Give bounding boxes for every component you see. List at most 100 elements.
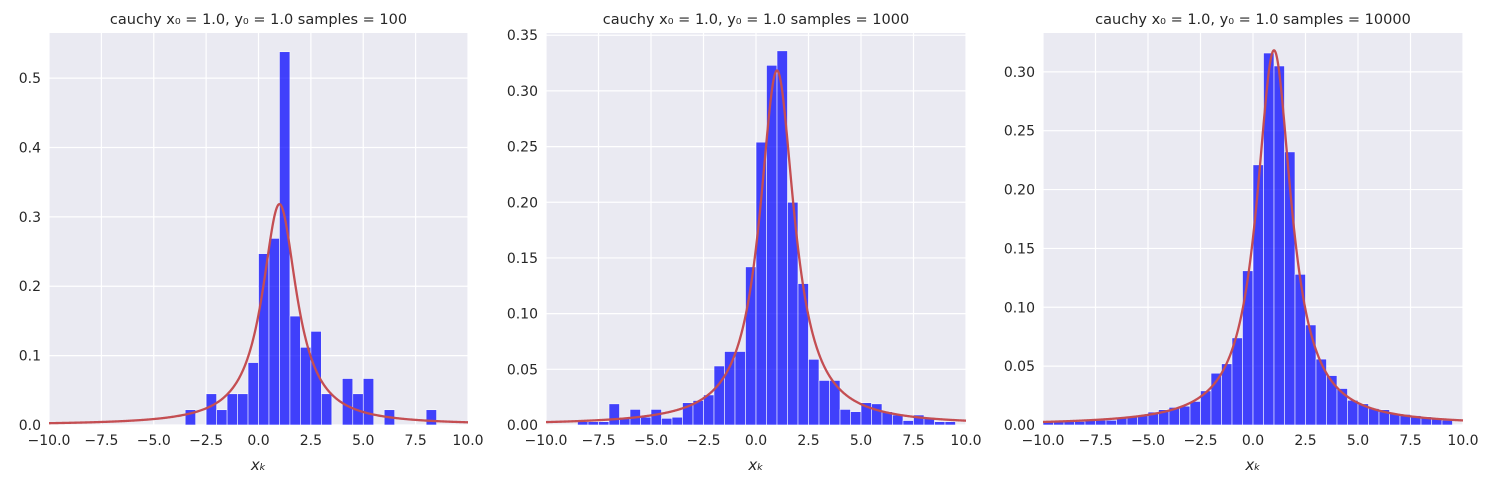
x-tick-label: 10.0	[452, 433, 483, 449]
chart-title: cauchy x₀ = 1.0, y₀ = 1.0 samples = 1000…	[1095, 12, 1411, 28]
x-tick-label: −2.5	[1184, 433, 1218, 449]
histogram-bar	[650, 409, 662, 426]
y-tick-label: 0.25	[1004, 124, 1035, 140]
x-tick-label: 0.0	[745, 433, 767, 449]
histogram-bar	[247, 362, 259, 426]
histogram-bar	[425, 409, 437, 426]
x-tick-label: −10.0	[525, 433, 568, 449]
histogram-bar	[1095, 419, 1107, 426]
histogram-bar	[184, 409, 196, 426]
histogram-bar	[300, 346, 312, 426]
y-tick-label: 0.00	[1004, 418, 1035, 434]
histogram-bar	[934, 421, 946, 426]
x-tick-label: 7.5	[1399, 433, 1421, 449]
x-tick-label: 10.0	[1447, 433, 1478, 449]
histogram-bar	[1105, 419, 1117, 426]
y-tick-label: 0.3	[19, 210, 41, 226]
histogram-bar	[640, 416, 652, 426]
histogram-bar	[755, 141, 767, 426]
y-tick-label: 0.15	[507, 251, 538, 267]
plot-area	[545, 33, 967, 426]
y-tick-label: 0.5	[19, 71, 41, 87]
histogram-bar	[776, 50, 788, 426]
histogram-bar	[1441, 419, 1453, 426]
histogram-bar	[341, 378, 354, 426]
y-tick-label: 0.0	[19, 418, 41, 434]
histogram-bar	[661, 418, 673, 426]
histogram-bar	[944, 421, 956, 426]
histogram-bar	[205, 393, 217, 426]
cauchy-pdf-line	[48, 202, 469, 425]
histogram-bar	[279, 51, 291, 426]
x-tick-label: 10.0	[950, 433, 981, 449]
histogram-bar	[226, 393, 238, 426]
histogram-bar	[724, 351, 736, 426]
histogram-bar	[1221, 363, 1233, 426]
histogram-bar	[1189, 401, 1201, 426]
x-tick-label: −7.5	[582, 433, 616, 449]
y-tick-label: 0.30	[1004, 65, 1035, 81]
y-tick-label: 0.20	[507, 195, 538, 211]
histogram-bar	[587, 421, 599, 426]
x-tick-label: 2.5	[797, 433, 819, 449]
histogram-bar	[902, 420, 914, 426]
x-tick-label: −5.0	[634, 433, 668, 449]
x-tick-label: −10.0	[1022, 433, 1065, 449]
x-tick-label: −5.0	[137, 433, 171, 449]
y-tick-label: 0.1	[19, 349, 41, 365]
x-tick-label: 2.5	[1294, 433, 1316, 449]
plot-area	[48, 33, 469, 426]
x-tick-label: 7.5	[902, 433, 924, 449]
histogram-bar	[671, 416, 683, 426]
y-tick-label: 0.15	[1004, 241, 1035, 257]
chart-title: cauchy x₀ = 1.0, y₀ = 1.0 samples = 100	[110, 12, 407, 28]
plot-area	[1042, 33, 1464, 426]
histogram-bar	[713, 365, 725, 426]
x-tick-label: 5.0	[352, 433, 374, 449]
y-tick-label: 0.05	[1004, 359, 1035, 375]
histogram-bar	[289, 315, 301, 426]
histogram-bar	[216, 409, 228, 426]
histogram-bar	[808, 358, 820, 426]
histogram-bar	[1242, 270, 1254, 426]
x-tick-label: 7.5	[404, 433, 426, 449]
histogram-bar	[1305, 324, 1317, 426]
x-tick-label: −2.5	[687, 433, 721, 449]
cauchy-pdf-line	[1042, 48, 1464, 424]
y-tick-label: 0.05	[507, 362, 538, 378]
y-tick-label: 0.25	[507, 140, 538, 156]
chart-title: cauchy x₀ = 1.0, y₀ = 1.0 samples = 1000	[603, 12, 909, 28]
y-tick-label: 0.2	[19, 279, 41, 295]
histogram-bar	[839, 409, 851, 426]
histogram-bar	[871, 403, 883, 426]
x-tick-label: 5.0	[1347, 433, 1369, 449]
y-tick-label: 0.20	[1004, 183, 1035, 199]
x-tick-label: 2.5	[300, 433, 322, 449]
histogram-bar	[608, 403, 620, 426]
y-tick-label: 0.35	[507, 28, 538, 44]
x-axis-label: xₖ	[747, 456, 763, 474]
y-tick-label: 0.4	[19, 140, 41, 156]
histogram-bar	[703, 394, 715, 426]
histogram-bar	[1231, 337, 1243, 426]
x-tick-label: 5.0	[850, 433, 872, 449]
x-tick-label: 0.0	[247, 433, 269, 449]
histogram-bar	[892, 414, 904, 426]
histogram-bar	[1347, 399, 1359, 426]
x-tick-label: −10.0	[28, 433, 71, 449]
histogram-bar	[321, 393, 333, 426]
histogram-bar	[362, 378, 375, 426]
x-tick-label: −2.5	[189, 433, 223, 449]
histogram-bar	[1074, 421, 1086, 426]
x-tick-label: 0.0	[1242, 433, 1264, 449]
x-tick-label: −7.5	[84, 433, 118, 449]
chart-panel-samples-100: cauchy x₀ = 1.0, y₀ = 1.0 samples = 100 …	[19, 12, 484, 474]
histogram-bar	[237, 393, 249, 426]
x-axis-label: xₖ	[250, 456, 266, 474]
chart-panel-samples-1000: cauchy x₀ = 1.0, y₀ = 1.0 samples = 1000…	[507, 12, 982, 474]
histogram-bar	[268, 238, 280, 426]
histogram-bar	[1252, 164, 1264, 426]
histogram-bar	[850, 411, 862, 426]
histogram-bar	[598, 421, 610, 426]
histogram-bar	[818, 380, 830, 426]
